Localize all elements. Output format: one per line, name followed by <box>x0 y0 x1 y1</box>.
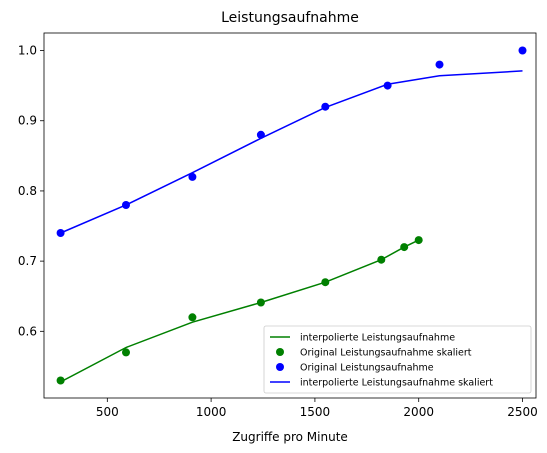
legend-label-1: Original Leistungsaufnahme skaliert <box>300 348 472 359</box>
series-1-point-5 <box>377 255 386 264</box>
legend-label-0: interpolierte Leistungsaufnahme <box>300 333 455 344</box>
legend-swatch-2 <box>276 363 284 371</box>
series-1-point-7 <box>414 236 423 245</box>
x-tick-label: 500 <box>96 405 119 419</box>
series-line-3 <box>60 70 523 234</box>
series-2-point-1 <box>122 201 130 209</box>
series-2-point-3 <box>256 130 265 139</box>
series-1-point-1 <box>122 348 130 357</box>
series-2-point-5 <box>383 81 392 90</box>
series-2-point-2 <box>188 172 197 181</box>
series-2-point-4 <box>321 102 330 111</box>
y-tick-label: 0.9 <box>18 114 37 128</box>
series-1-point-6 <box>400 243 409 252</box>
legend: interpolierte Leistungsaufnahme Original … <box>263 325 532 394</box>
x-tick-label: 1500 <box>300 405 331 419</box>
legend-swatch-1 <box>276 348 284 356</box>
y-tick-label: 0.7 <box>18 254 37 268</box>
plot-frame <box>43 32 537 399</box>
y-axis: 0.6 0.7 0.8 0.9 1.0 <box>18 44 44 338</box>
series-2-point-7 <box>518 46 527 55</box>
y-tick-label: 1.0 <box>18 44 37 58</box>
series-1-point-4 <box>321 278 330 287</box>
series-1-point-2 <box>188 313 197 322</box>
chart-title: Leistungsaufnahme <box>221 10 359 26</box>
y-tick-label: 0.8 <box>18 184 37 198</box>
series-line-0 <box>60 239 420 383</box>
legend-label-3: interpolierte Leistungsaufnahme skaliert <box>300 378 493 389</box>
series-1-point-3 <box>256 298 265 307</box>
series-2-point-0 <box>56 229 65 237</box>
x-tick-label: 2500 <box>507 405 538 419</box>
legend-label-2: Original Leistungsaufnahme <box>300 363 434 374</box>
series-1-point-0 <box>56 376 65 385</box>
x-tick-label: 2000 <box>403 405 434 419</box>
legend-frame <box>263 325 532 394</box>
y-tick-label: 0.6 <box>18 324 37 338</box>
x-axis-label: Zugriffe pro Minute <box>232 430 348 444</box>
x-axis: 500 1000 1500 2000 2500 <box>96 398 538 419</box>
plot-area <box>56 46 527 385</box>
x-tick-label: 1000 <box>196 405 227 419</box>
series-2-point-6 <box>435 60 444 69</box>
